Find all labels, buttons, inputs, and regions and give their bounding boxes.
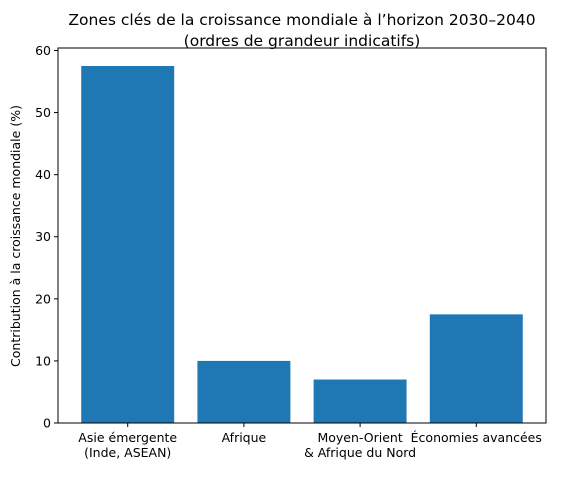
y-tick-label: 40: [35, 167, 51, 182]
y-axis-label: Contribution à la croissance mondiale (%…: [8, 105, 23, 367]
y-axis-ticks: 0 10 20 30 40 50 60: [35, 43, 58, 431]
x-tick-label: Moyen-Orient & Afrique du Nord: [304, 430, 416, 460]
bar: [429, 314, 523, 423]
x-tick-label: Afrique: [222, 430, 267, 445]
chart-title: Zones clés de la croissance mondiale à l…: [68, 11, 535, 29]
y-tick-label: 30: [35, 229, 51, 244]
chart-title-group: Zones clés de la croissance mondiale à l…: [68, 11, 535, 50]
y-tick-label: 10: [35, 353, 51, 368]
bar: [81, 66, 175, 423]
bars-layer: [81, 66, 523, 423]
chart-subtitle: (ordres de grandeur indicatifs): [184, 32, 421, 50]
bar: [197, 360, 291, 423]
x-tick-label: Économies avancées: [411, 430, 542, 445]
plot-frame: [57, 47, 547, 424]
bar: [313, 379, 407, 423]
y-tick-label: 20: [35, 291, 51, 306]
y-tick-label: 0: [43, 416, 51, 431]
x-tick-label: Asie émergente (Inde, ASEAN): [78, 430, 177, 460]
y-tick-label: 60: [35, 43, 51, 58]
x-axis-ticks: Asie émergente (Inde, ASEAN) Afrique Moyen-…: [78, 423, 542, 460]
y-tick-label: 50: [35, 105, 51, 120]
